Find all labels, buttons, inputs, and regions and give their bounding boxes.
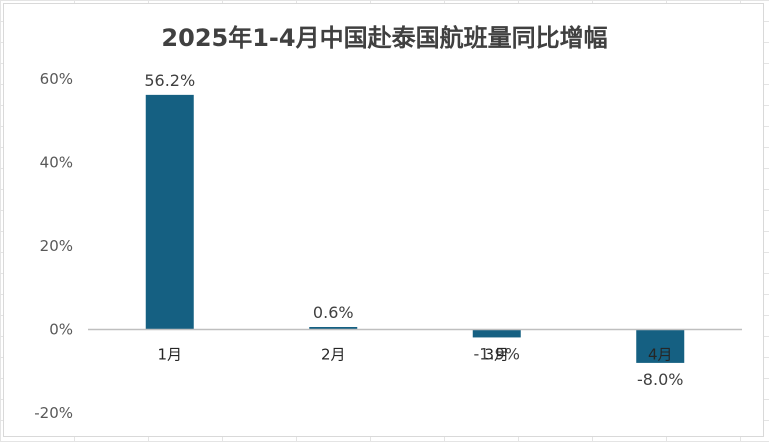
x-tick-label: 2月 [321, 346, 346, 364]
data-label: 0.6% [313, 303, 354, 322]
bar [145, 94, 194, 330]
x-tick-label: 4月 [648, 346, 673, 364]
data-label: -1.9% [474, 344, 520, 363]
chart-title: 2025年1-4月中国赴泰国航班量同比增幅 [161, 24, 608, 52]
data-label: -8.0% [637, 370, 683, 389]
bar [636, 329, 685, 363]
bar [472, 329, 521, 338]
y-tick-label: 60% [40, 70, 73, 88]
data-label: 56.2% [144, 71, 195, 90]
y-tick-label: -20% [34, 404, 73, 422]
bar [309, 326, 358, 330]
x-tick-label: 1月 [157, 346, 182, 364]
y-tick-label: 0% [49, 321, 73, 339]
y-tick-label: 20% [40, 237, 73, 255]
x-tick-label: 3月 [484, 346, 509, 364]
y-tick-label: 40% [40, 154, 73, 172]
chart-area[interactable]: 2025年1-4月中国赴泰国航班量同比增幅 [3, 3, 764, 437]
